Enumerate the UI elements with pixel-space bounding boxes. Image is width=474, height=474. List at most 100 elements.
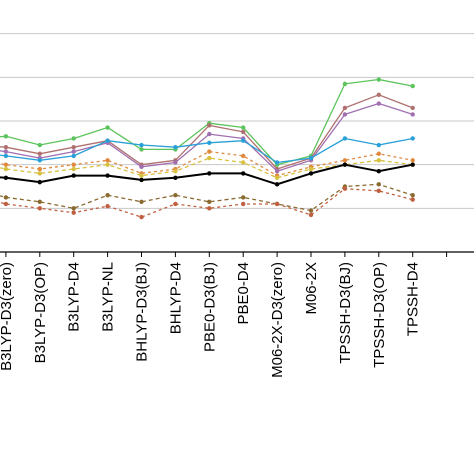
series-6-line-0 bbox=[0, 163, 413, 186]
series-4-point-13 bbox=[410, 158, 415, 163]
series-0-point-5 bbox=[139, 147, 144, 152]
series-2-point-5 bbox=[139, 164, 144, 170]
series-4-line-0 bbox=[0, 150, 413, 177]
series-2-point-7 bbox=[207, 131, 212, 137]
series-5-point-9 bbox=[274, 175, 280, 180]
series-6-point-13 bbox=[410, 162, 415, 167]
series-5-point-10 bbox=[308, 166, 314, 172]
series-3-point-8 bbox=[241, 138, 246, 143]
series-7-point-7 bbox=[207, 199, 212, 204]
series-6-point-3 bbox=[71, 173, 76, 178]
series-0-point-3 bbox=[71, 136, 76, 141]
series-2-point-12 bbox=[376, 101, 381, 106]
series-8-point-8 bbox=[241, 201, 246, 207]
series-3 bbox=[0, 136, 415, 165]
series-6-point-7 bbox=[207, 171, 212, 176]
series-7 bbox=[0, 182, 415, 213]
x-tick-label: BHLYP-D4 bbox=[167, 262, 184, 334]
series-1-point-13 bbox=[410, 105, 415, 111]
series-4-point-4 bbox=[105, 158, 110, 163]
series-8-point-1 bbox=[3, 201, 9, 207]
series-3-point-13 bbox=[410, 136, 415, 141]
series-3-point-1 bbox=[3, 153, 9, 159]
series-1-point-2 bbox=[37, 151, 42, 156]
series-4-point-1 bbox=[3, 162, 9, 167]
series-0-point-11 bbox=[342, 81, 348, 87]
series-4-point-11 bbox=[342, 158, 348, 163]
series-1-point-11 bbox=[342, 105, 348, 111]
series-5-point-8 bbox=[241, 160, 246, 165]
x-tick-label: TPSSH-D3(OP) bbox=[371, 262, 388, 368]
series-3-point-11 bbox=[342, 136, 348, 141]
series-1-point-1 bbox=[3, 145, 9, 150]
series-2-point-3 bbox=[71, 149, 76, 154]
axis-layer bbox=[0, 251, 474, 257]
series-6 bbox=[0, 162, 415, 187]
series-0-line-0 bbox=[0, 78, 413, 166]
series-6-point-5 bbox=[139, 177, 144, 183]
series-3-point-7 bbox=[207, 140, 212, 146]
series-8-point-3 bbox=[71, 210, 76, 215]
series-8-point-7 bbox=[207, 206, 212, 211]
series-1-point-3 bbox=[71, 145, 76, 150]
series-3-point-5 bbox=[139, 142, 144, 148]
x-tick-label: PBE0-D4 bbox=[235, 262, 252, 325]
x-tick-label: B3LYP-D4 bbox=[66, 262, 83, 332]
series-7-point-8 bbox=[241, 195, 246, 200]
series-8-point-9 bbox=[274, 201, 280, 207]
series-3-point-10 bbox=[308, 155, 314, 161]
series-3-point-4 bbox=[105, 138, 110, 143]
x-tick-label: B3LYP-D3(OP) bbox=[32, 262, 49, 363]
series-1-point-12 bbox=[376, 92, 381, 98]
series-6-point-11 bbox=[342, 162, 348, 167]
series-4-point-2 bbox=[37, 166, 42, 172]
series-2 bbox=[0, 101, 415, 174]
series-2-point-6 bbox=[173, 160, 178, 165]
grid-layer bbox=[0, 33, 474, 253]
series-2-point-11 bbox=[342, 112, 348, 117]
series-7-point-1 bbox=[3, 195, 9, 200]
series-4 bbox=[0, 149, 415, 178]
series-7-point-12 bbox=[376, 182, 381, 187]
x-tick-label: BHLYP-D3(BJ) bbox=[134, 262, 151, 362]
series-7-point-6 bbox=[173, 193, 178, 198]
series-5-point-5 bbox=[139, 173, 144, 178]
series-1-point-8 bbox=[241, 129, 246, 135]
series-7-point-10 bbox=[308, 208, 314, 213]
series-6-point-10 bbox=[308, 171, 314, 176]
series-0-point-2 bbox=[37, 142, 42, 148]
series-0-point-13 bbox=[410, 83, 415, 89]
series-5-point-4 bbox=[105, 162, 110, 167]
series-2-line-0 bbox=[0, 102, 413, 172]
series-6-point-1 bbox=[3, 175, 9, 180]
series-8-point-2 bbox=[37, 206, 42, 211]
series-7-point-3 bbox=[71, 206, 76, 211]
series-0-point-8 bbox=[241, 125, 246, 130]
series-3-point-6 bbox=[173, 145, 178, 150]
series-3-point-2 bbox=[37, 158, 42, 163]
series-8-point-4 bbox=[105, 203, 110, 209]
series-5-point-2 bbox=[37, 171, 42, 176]
series-layer bbox=[0, 77, 415, 220]
series-4-point-12 bbox=[376, 151, 381, 156]
series-6-point-8 bbox=[241, 171, 246, 176]
series-5-point-12 bbox=[376, 158, 381, 163]
series-8-point-13 bbox=[410, 197, 415, 202]
x-tick-label: B97M-V bbox=[473, 262, 474, 316]
series-2-point-9 bbox=[274, 169, 280, 174]
series-1 bbox=[0, 92, 415, 172]
series-0-point-12 bbox=[376, 77, 381, 82]
series-6-point-2 bbox=[37, 179, 42, 185]
series-7-point-2 bbox=[37, 199, 42, 204]
series-7-point-13 bbox=[410, 193, 415, 198]
series-5-point-7 bbox=[207, 155, 212, 161]
series-1-line-0 bbox=[0, 94, 413, 170]
series-7-line-0 bbox=[0, 183, 413, 212]
series-5-line-0 bbox=[0, 157, 413, 179]
series-3-line-0 bbox=[0, 137, 413, 164]
x-tick-label: M06-2X bbox=[303, 262, 320, 315]
series-8-line-0 bbox=[0, 188, 413, 218]
series-8 bbox=[0, 186, 415, 220]
